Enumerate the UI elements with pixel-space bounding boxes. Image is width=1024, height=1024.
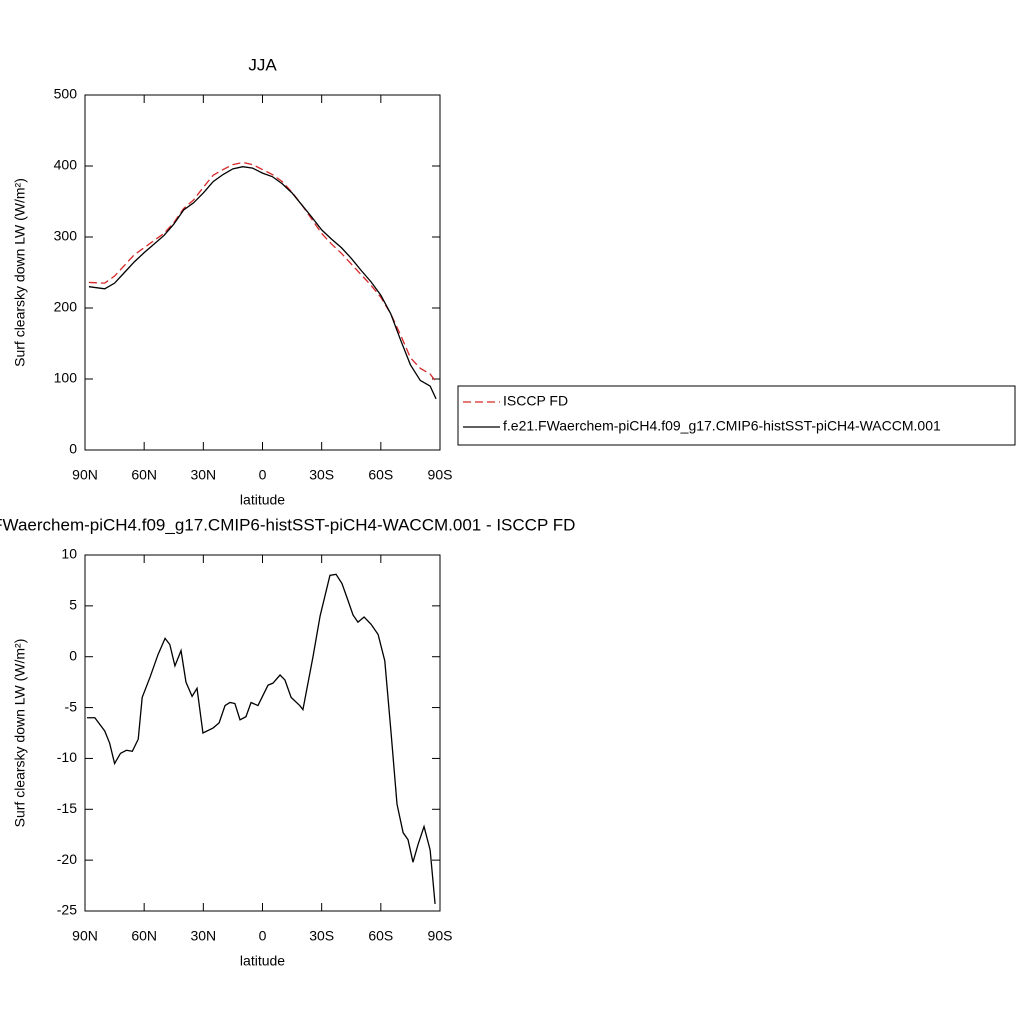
line-series xyxy=(86,573,436,904)
x-tick-label: 0 xyxy=(259,467,267,483)
chart-title: JJA xyxy=(248,55,277,74)
legend-label: ISCCP FD xyxy=(503,393,568,409)
y-tick-label: 0 xyxy=(69,441,77,457)
y-tick-label: 100 xyxy=(54,370,78,386)
y-tick-label: 5 xyxy=(69,597,77,613)
y-tick-label: -25 xyxy=(57,902,77,918)
x-tick-label: 90S xyxy=(428,928,453,944)
x-tick-label: 30N xyxy=(190,467,216,483)
legend-box xyxy=(457,385,1016,446)
y-tick-label: 400 xyxy=(54,157,78,173)
line-series xyxy=(88,161,437,383)
plot-frame xyxy=(84,94,441,451)
x-tick-label: 90N xyxy=(72,467,98,483)
legend-label: f.e21.FWaerchem-piCH4.f09_g17.CMIP6-hist… xyxy=(503,418,941,434)
chart-title: f.e21.FWaerchem-piCH4.f09_g17.CMIP6-hist… xyxy=(0,515,575,534)
x-tick-label: 90N xyxy=(72,928,98,944)
y-tick-label: -5 xyxy=(65,698,78,714)
x-tick-label: 60N xyxy=(131,467,157,483)
x-axis-label: latitude xyxy=(240,492,285,508)
y-axis-label: Surf clearsky down LW (W/m²) xyxy=(12,178,28,367)
y-tick-label: -10 xyxy=(57,749,77,765)
plot-frame xyxy=(84,554,441,912)
x-axis-label: latitude xyxy=(240,953,285,969)
x-tick-label: 60S xyxy=(368,467,393,483)
x-tick-label: 30S xyxy=(309,467,334,483)
y-tick-label: 500 xyxy=(54,86,78,102)
y-tick-label: 0 xyxy=(69,647,77,663)
x-tick-label: 30N xyxy=(190,928,216,944)
y-tick-label: -15 xyxy=(57,800,77,816)
y-tick-label: 300 xyxy=(54,228,78,244)
y-tick-label: 10 xyxy=(61,546,77,562)
x-tick-label: 60S xyxy=(368,928,393,944)
x-tick-label: 0 xyxy=(259,928,267,944)
x-tick-label: 60N xyxy=(131,928,157,944)
y-tick-label: -20 xyxy=(57,851,77,867)
x-tick-label: 30S xyxy=(309,928,334,944)
y-tick-label: 200 xyxy=(54,299,78,315)
line-series xyxy=(88,166,437,400)
y-axis-label: Surf clearsky down LW (W/m²) xyxy=(12,639,28,828)
x-tick-label: 90S xyxy=(428,467,453,483)
